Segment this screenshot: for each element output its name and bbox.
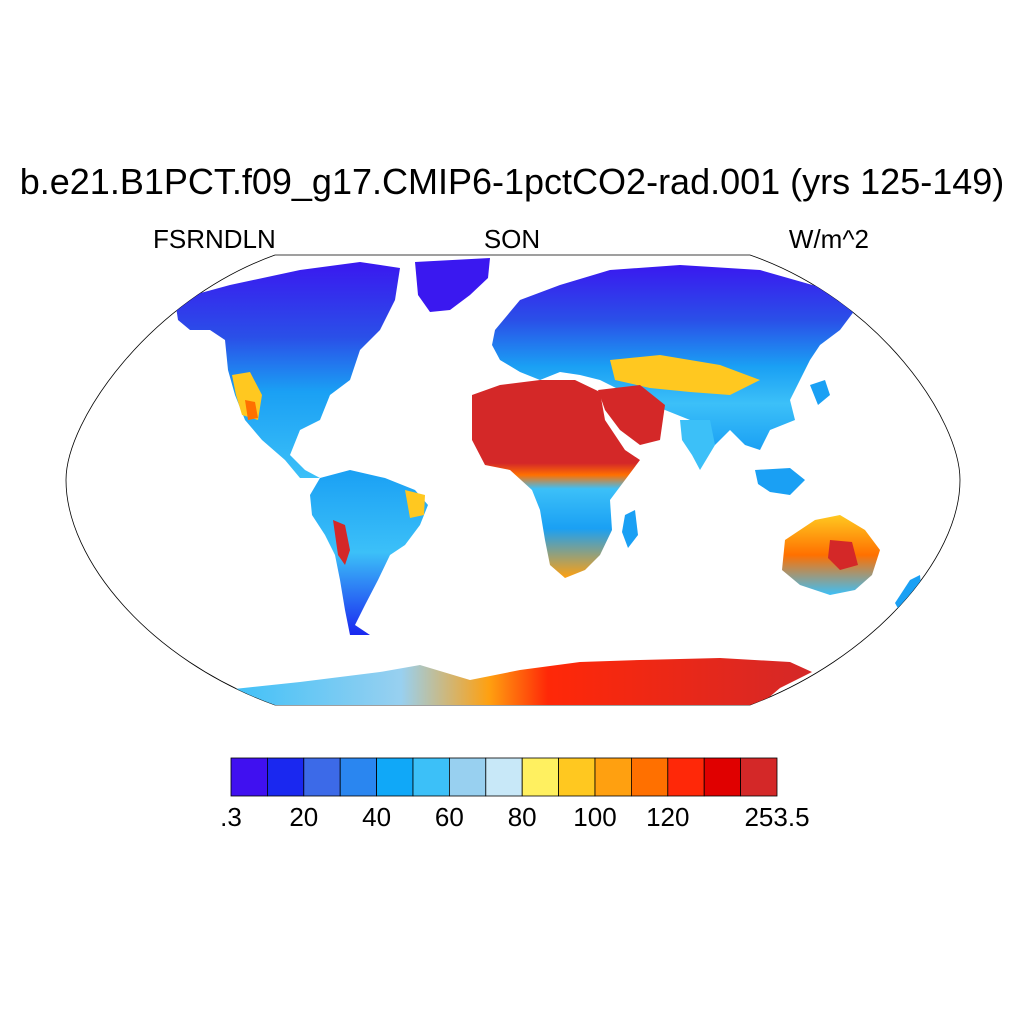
north-america-mexico-patch [245,400,258,420]
map-title: b.e21.B1PCT.f09_g17.CMIP6-1pctCO2-rad.00… [19,161,1005,202]
colorbar-swatch [485,757,523,797]
colorbar-tick-label: 80 [507,802,537,832]
colorbar-swatch [339,757,378,797]
colorbar-swatch [703,757,742,797]
colorbar-swatch [266,757,305,797]
colorbar-swatch [230,757,268,797]
colorbar-tick-label: 120 [646,802,690,832]
north-america-land [175,262,400,478]
season-label: SON [483,224,541,254]
central-asia-patch [610,355,760,395]
australia-interior-patch [828,540,858,570]
japan-land [810,380,830,405]
south-america-land [310,470,428,635]
colorbar-swatch [303,757,341,797]
colorbar-swatch [521,757,560,797]
brazil-east-patch [405,490,425,518]
units-label: W/m^2 [788,224,869,254]
greenland-land [415,258,490,312]
colorbar-tick-label: 253.5 [744,802,810,832]
colorbar-swatch [667,757,705,797]
africa-land [472,380,640,578]
colorbar-tick-label: .3 [220,802,242,832]
colorbar-swatch [631,757,669,797]
colorbar [230,757,778,797]
colorbar-swatch [412,757,450,797]
south-america-andes-patch [333,520,350,565]
variable-label: FSRNDLN [153,224,276,254]
colorbar-swatch [594,757,632,797]
new-zealand-land [895,575,922,612]
colorbar-tick-label: 60 [434,802,464,832]
colorbar-swatch [448,757,487,797]
colorbar-swatch [376,757,414,797]
india-land [680,420,715,470]
colorbar-tick-label: 20 [289,802,319,832]
colorbar-swatch [740,757,778,797]
middle-east-patch [598,385,665,445]
madagascar-land [622,510,638,548]
colorbar-tick-label: 40 [362,802,392,832]
colorbar-swatch [558,757,596,797]
colorbar-tick-label: 100 [573,802,617,832]
southeast-asia-islands [755,468,805,495]
antarctica-land [225,658,812,705]
